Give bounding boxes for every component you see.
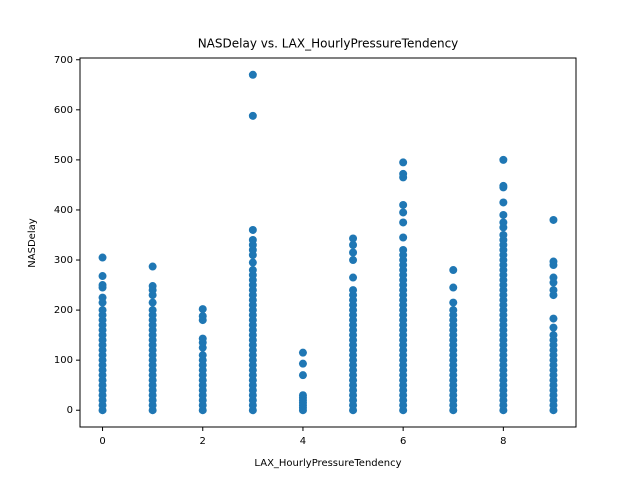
scatter-point <box>349 234 358 243</box>
y-tick-label: 400 <box>54 205 73 216</box>
scatter-point <box>248 111 257 120</box>
x-tick-label: 8 <box>500 436 506 447</box>
x-tick-label: 0 <box>99 436 105 447</box>
y-tick-label: 300 <box>54 255 73 266</box>
scatter-point <box>549 257 558 266</box>
x-axis-label: LAX_HourlyPressureTendency <box>254 458 401 469</box>
scatter-point <box>349 286 358 295</box>
scatter-point <box>248 225 257 234</box>
scatter-point <box>148 298 157 307</box>
scatter-point <box>198 305 207 314</box>
scatter-point <box>198 334 207 343</box>
scatter-point <box>248 235 257 244</box>
scatter-point <box>399 169 408 178</box>
scatter-point <box>298 371 307 380</box>
y-tick-label: 500 <box>54 155 73 166</box>
scatter-point <box>549 331 558 340</box>
scatter-point <box>399 246 408 255</box>
scatter-point <box>549 273 558 282</box>
scatter-point <box>449 283 458 292</box>
scatter-point <box>449 298 458 307</box>
scatter-point <box>248 266 257 275</box>
scatter-point <box>549 286 558 295</box>
scatter-point <box>399 200 408 209</box>
scatter-point <box>298 391 307 400</box>
scatter-point <box>98 306 107 315</box>
scatter-point <box>349 241 358 250</box>
scatter-point <box>298 348 307 357</box>
y-tick-label: 0 <box>67 405 73 416</box>
scatter-point <box>298 359 307 368</box>
scatter-point <box>98 281 107 290</box>
scatter-point <box>349 273 358 282</box>
scatter-point <box>198 312 207 321</box>
scatter-point <box>399 218 408 227</box>
scatter-point <box>399 233 408 242</box>
scatter-point <box>499 198 508 207</box>
scatter-point <box>399 208 408 217</box>
y-tick-label: 700 <box>54 55 73 66</box>
scatter-point <box>98 253 107 262</box>
scatter-point <box>549 314 558 323</box>
x-tick-label: 6 <box>400 436 406 447</box>
scatter-point <box>148 262 157 271</box>
x-tick-label: 2 <box>200 436 206 447</box>
scatter-point <box>399 158 408 167</box>
scatter-point <box>349 248 358 257</box>
scatter-point <box>98 293 107 302</box>
scatter-point <box>549 323 558 332</box>
scatter-point <box>248 258 257 267</box>
plot-frame <box>79 57 577 428</box>
scatter-point <box>148 306 157 315</box>
scatter-point <box>499 181 508 190</box>
y-tick-label: 100 <box>54 355 73 366</box>
scatter-point <box>349 256 358 265</box>
y-tick-label: 600 <box>54 105 73 116</box>
scatter-point <box>499 230 508 239</box>
scatter-point <box>499 218 508 227</box>
scatter-point <box>449 306 458 315</box>
scatter-point <box>549 215 558 224</box>
y-axis-label: NASDelay <box>27 218 38 267</box>
scatter-point <box>499 155 508 164</box>
chart-title: NASDelay vs. LAX_HourlyPressureTendency <box>198 37 459 51</box>
scatter-point <box>499 210 508 219</box>
scatter-point <box>148 282 157 291</box>
scatter-point <box>248 70 257 79</box>
scatter-point <box>449 266 458 275</box>
x-tick-label: 4 <box>300 436 306 447</box>
y-tick-label: 200 <box>54 305 73 316</box>
scatter-point <box>98 272 107 281</box>
scatter-point <box>198 351 207 360</box>
